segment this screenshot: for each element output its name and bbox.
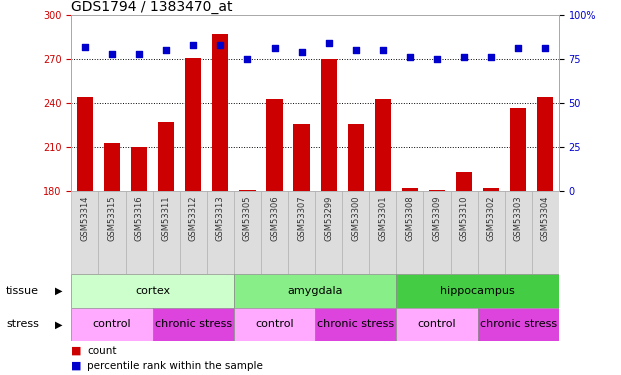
Bar (369, 191, 396, 274)
Bar (424, 191, 451, 274)
Point (188, 42, 198, 48)
Bar (342, 191, 369, 274)
Bar (315, 191, 342, 274)
Bar (234, 191, 261, 274)
Point (486, 54, 496, 60)
Point (107, 51, 117, 57)
Text: GSM53305: GSM53305 (243, 195, 252, 241)
Bar (456, 172, 472, 191)
Text: ■: ■ (71, 346, 82, 356)
Bar (131, 147, 147, 191)
Point (405, 54, 415, 60)
Text: GSM53309: GSM53309 (433, 195, 442, 241)
Text: hippocampus: hippocampus (440, 286, 515, 296)
Bar (71, 308, 153, 341)
Text: GSM53312: GSM53312 (189, 195, 197, 241)
Bar (510, 108, 527, 191)
Bar (294, 124, 310, 191)
Bar (239, 190, 256, 191)
Text: GSM53303: GSM53303 (514, 195, 523, 241)
Text: tissue: tissue (6, 286, 39, 296)
Bar (77, 97, 93, 191)
Bar (374, 99, 391, 191)
Bar (396, 274, 559, 308)
Text: GSM53315: GSM53315 (107, 195, 117, 241)
Point (324, 40, 333, 46)
Point (514, 45, 524, 51)
Text: chronic stress: chronic stress (155, 320, 232, 329)
Point (432, 56, 442, 62)
Bar (212, 34, 229, 191)
Bar (153, 191, 179, 274)
Text: GSM53306: GSM53306 (270, 195, 279, 241)
Point (215, 42, 225, 48)
Bar (402, 188, 418, 191)
Bar (429, 190, 445, 191)
Text: ▶: ▶ (55, 320, 62, 329)
Bar (71, 274, 234, 308)
Text: chronic stress: chronic stress (479, 320, 557, 329)
Text: GSM53311: GSM53311 (161, 195, 171, 241)
Text: control: control (93, 320, 132, 329)
Text: ■: ■ (71, 360, 82, 370)
Bar (234, 308, 315, 341)
Text: GSM53302: GSM53302 (487, 195, 496, 241)
Text: stress: stress (6, 320, 39, 329)
Bar (537, 97, 553, 191)
Text: GSM53304: GSM53304 (541, 195, 550, 241)
Point (351, 47, 361, 53)
Bar (261, 191, 288, 274)
Text: GSM53301: GSM53301 (378, 195, 388, 241)
Bar (125, 191, 153, 274)
Point (297, 49, 307, 55)
Text: amygdala: amygdala (288, 286, 343, 296)
Point (540, 45, 550, 51)
Text: control: control (418, 320, 456, 329)
Bar (99, 191, 125, 274)
Text: GSM53300: GSM53300 (351, 195, 360, 241)
Text: control: control (255, 320, 294, 329)
Bar (451, 191, 478, 274)
Text: GSM53308: GSM53308 (406, 195, 414, 241)
Bar (532, 191, 559, 274)
Bar (396, 191, 424, 274)
Text: count: count (87, 346, 117, 356)
Bar (234, 274, 396, 308)
Bar (315, 308, 396, 341)
Text: GSM53313: GSM53313 (216, 195, 225, 241)
Text: chronic stress: chronic stress (317, 320, 394, 329)
Point (378, 47, 388, 53)
Point (270, 45, 279, 51)
Bar (266, 99, 283, 191)
Text: GSM53299: GSM53299 (324, 195, 333, 241)
Bar (478, 191, 505, 274)
Text: cortex: cortex (135, 286, 170, 296)
Bar (348, 124, 364, 191)
Bar (104, 143, 120, 191)
Point (80, 44, 90, 50)
Bar (153, 308, 234, 341)
Point (242, 56, 252, 62)
Bar (396, 308, 478, 341)
Text: GSM53307: GSM53307 (297, 195, 306, 241)
Bar (288, 191, 315, 274)
Text: GDS1794 / 1383470_at: GDS1794 / 1383470_at (71, 0, 233, 14)
Text: ▶: ▶ (55, 286, 62, 296)
Bar (158, 122, 175, 191)
Bar (478, 308, 559, 341)
Point (459, 54, 469, 60)
Bar (71, 191, 99, 274)
Bar (320, 59, 337, 191)
Point (161, 47, 171, 53)
Bar (505, 191, 532, 274)
Bar (483, 188, 499, 191)
Text: GSM53316: GSM53316 (135, 195, 143, 241)
Text: GSM53310: GSM53310 (460, 195, 469, 241)
Point (134, 51, 144, 57)
Bar (185, 58, 201, 191)
Bar (207, 191, 234, 274)
Bar (179, 191, 207, 274)
Text: percentile rank within the sample: percentile rank within the sample (87, 360, 263, 370)
Text: GSM53314: GSM53314 (81, 195, 89, 241)
